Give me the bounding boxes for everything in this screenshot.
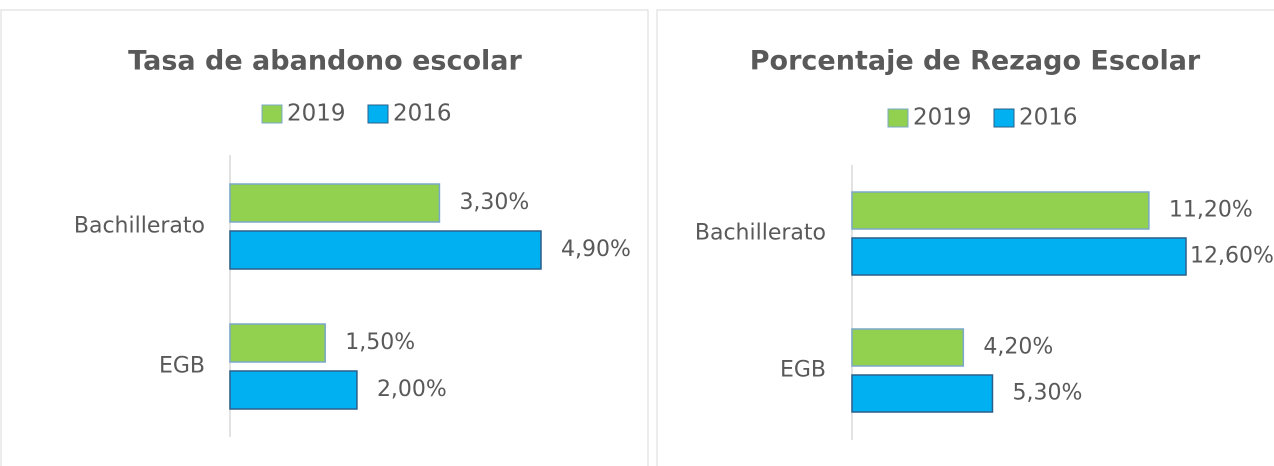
bar [851, 374, 994, 413]
category-label: EGB [780, 358, 826, 383]
legend-label: 2019 [287, 101, 346, 127]
category-label: EGB [159, 354, 205, 379]
chart-title: Porcentaje de Rezago Escolar [750, 46, 1201, 77]
legend-swatch [261, 104, 283, 124]
legend-label: 2019 [913, 105, 972, 131]
data-label: 2,00% [377, 377, 447, 402]
bar [229, 323, 326, 363]
data-label: 4,20% [983, 335, 1053, 360]
bar [229, 230, 542, 270]
data-label: 11,20% [1169, 198, 1253, 223]
bar [851, 328, 965, 367]
category-label: Bachillerato [695, 221, 826, 246]
bar [851, 237, 1187, 276]
bar [851, 191, 1150, 230]
legend-label: 2016 [1019, 105, 1078, 131]
data-label: 3,30% [459, 190, 529, 215]
data-label: 5,30% [1012, 381, 1082, 406]
legend-swatch [993, 108, 1015, 128]
data-label: 1,50% [345, 330, 415, 355]
data-label: 4,90% [561, 237, 631, 262]
bar [229, 183, 441, 223]
legend-swatch [367, 104, 389, 124]
bar [229, 370, 358, 410]
category-label: Bachillerato [74, 214, 205, 239]
legend-label: 2016 [393, 101, 452, 127]
legend-swatch [887, 108, 909, 128]
chart-title: Tasa de abandono escolar [128, 46, 522, 77]
data-label: 12,60% [1190, 244, 1274, 269]
